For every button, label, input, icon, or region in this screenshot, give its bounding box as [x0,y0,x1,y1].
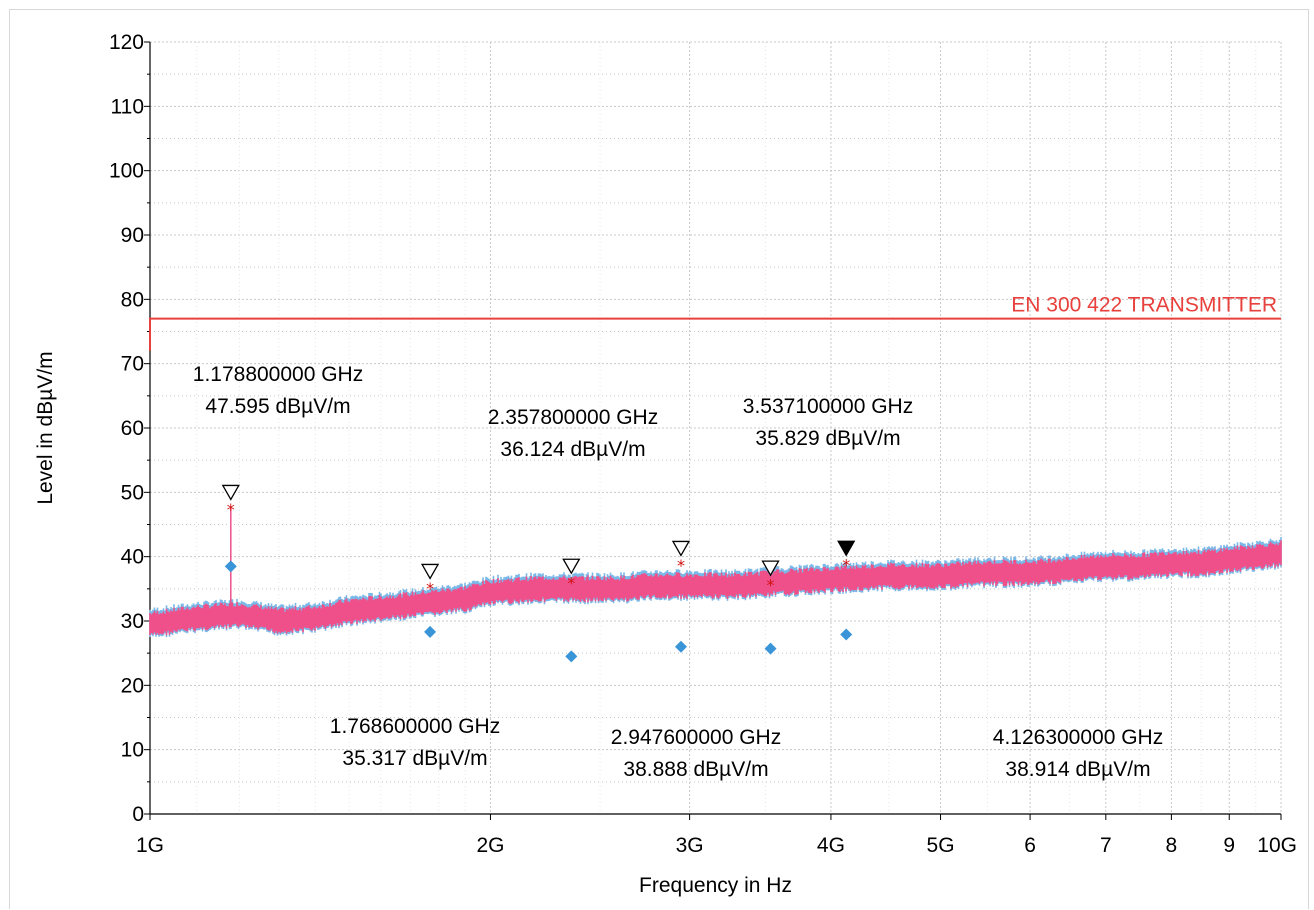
marker-annotation-level: 38.888 dBµV/m [623,758,768,781]
marker-annotation-level: 35.317 dBµV/m [342,747,487,770]
chart-frame: 0 10 20 30 40 50 60 70 80 90 100 110 120 1G 2G 3G 4G 5G 6 7… [9,9,1309,909]
y-tick-label: 10 [121,739,144,762]
peak-marker-triangle [420,563,440,580]
quasi-peak-point [224,560,237,573]
limit-line [149,317,1281,351]
x-tick-label: 7 [1100,834,1112,857]
y-axis-title: Level in dBµV/m [34,351,57,504]
marker-annotation-frequency: 4.126300000 GHz [993,726,1163,749]
y-tick-label: 60 [121,417,144,440]
peak-marker-star: * [227,500,235,519]
marker-annotation-level: 38.914 dBµV/m [1005,758,1150,781]
x-axis-title: Frequency in Hz [639,874,792,897]
peak-marker-triangle [837,540,856,557]
quasi-peak-point [764,642,777,655]
peak-marker-star: * [842,556,850,575]
y-tick-label: 80 [121,288,144,311]
marker-annotation-level: 35.829 dBµV/m [755,427,900,450]
marker-annotation-level: 47.595 dBµV/m [205,395,350,418]
peak-marker-triangle [761,560,780,577]
y-tick-label: 20 [121,674,144,697]
x-tick-label: 3G [676,834,704,857]
peak-marker-star: * [567,574,575,593]
x-tick-label: 1G [136,834,164,857]
marker-annotation-frequency: 1.768600000 GHz [330,715,500,738]
y-tick-label: 110 [111,95,144,118]
y-tick-label: 90 [121,224,144,247]
y-tick-label: 50 [121,481,144,504]
peak-marker-triangle [221,484,240,501]
x-tick-label: 8 [1166,834,1178,857]
peak-marker-star: * [426,579,434,598]
quasi-peak-point [424,625,437,638]
y-tick-label: 70 [121,353,144,376]
x-tick-label: 10G [1257,834,1297,857]
x-tick-label: 4G [817,834,845,857]
x-tick-label: 2G [476,834,504,857]
marker-annotation-frequency: 2.357800000 GHz [488,406,658,429]
marker-annotation-frequency: 2.947600000 GHz [611,726,781,749]
x-tick-label: 9 [1223,834,1235,857]
y-tick-label: 30 [121,610,144,633]
peak-marker-triangle [671,540,691,557]
trace-peak [149,540,1282,636]
y-tick-label: 40 [121,546,144,569]
peak-marker-star: * [767,576,775,595]
x-tick-label: 6 [1024,834,1036,857]
marker-annotation-frequency: 1.178800000 GHz [193,363,363,386]
quasi-peak-point [565,650,578,663]
y-tick-label: 100 [109,160,144,183]
y-tick-label: 120 [109,31,144,54]
y-tick-label: 0 [132,803,144,826]
quasi-peak-point [840,628,853,641]
quasi-peak-point [674,640,687,653]
peak-marker-triangle [562,558,581,575]
peak-marker-star: * [677,556,685,575]
x-tick-label: 5G [927,834,955,857]
limit-line-label: EN 300 422 TRANSMITTER [1011,294,1277,317]
marker-annotation-level: 36.124 dBµV/m [500,438,645,461]
marker-annotation-frequency: 3.537100000 GHz [743,395,913,418]
emission-chart: 0 10 20 30 40 50 60 70 80 90 100 110 120 1G 2G 3G 4G 5G 6 7… [34,31,1297,897]
